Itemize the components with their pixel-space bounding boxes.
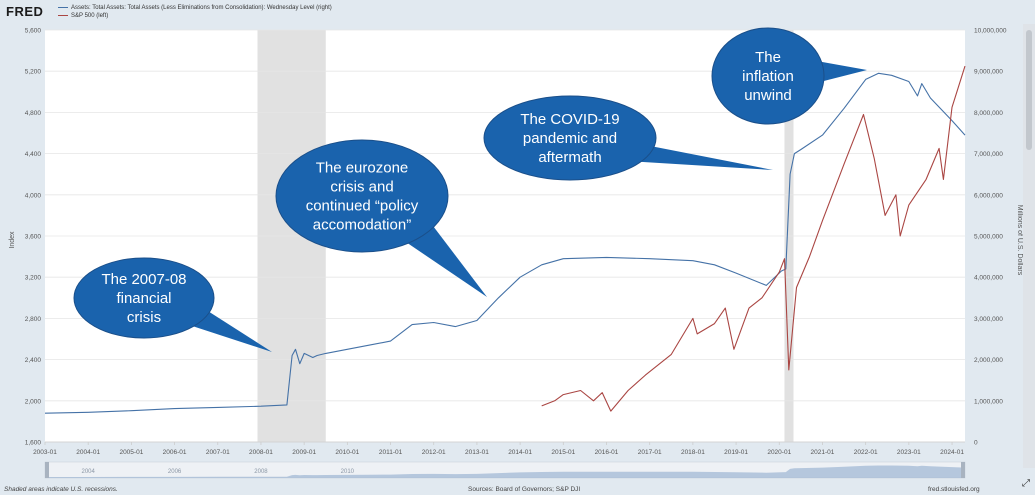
navigator-tick-label: 2010 [341,469,355,475]
x-tick-label: 2023-01 [897,449,921,456]
x-tick-label: 2014-01 [508,449,532,456]
bubble-1 [276,140,448,252]
annotation-line: The eurozone [316,160,409,177]
annotation-line: pandemic and [523,130,617,147]
annotation-line: accomodation” [313,217,411,234]
left-tick-label: 3,200 [25,275,42,282]
x-tick-label: 2008-01 [249,449,273,456]
expand-arrows-icon[interactable]: ⤢ [1022,478,1030,489]
range-navigator[interactable]: 2004 2006 2008 2010 [45,462,965,478]
x-tick-label: 2009-01 [292,449,316,456]
x-tick-label: 2015-01 [551,449,575,456]
right-tick-label: 0 [974,440,978,447]
left-axis-title: Index [9,231,16,249]
x-tick-label: 2018-01 [681,449,705,456]
annotation-line: The COVID-19 [520,111,619,128]
x-tick-label: 2024-01 [940,449,964,456]
right-tick-label: 7,000,000 [974,151,1003,158]
x-tick-label: 2021-01 [811,449,835,456]
x-tick-label: 2007-01 [206,449,230,456]
annotation-line: financial [116,290,171,307]
x-axis-ticks: 2003-01 2004-01 2005-01 2006-01 2007-01 2008-… [33,442,965,456]
footer-sources: Sources: Board of Governors; S&P DJI [468,486,580,493]
x-tick-label: 2017-01 [638,449,662,456]
right-tick-label: 4,000,000 [974,275,1003,282]
x-tick-label: 2020-01 [767,449,791,456]
x-tick-label: 2005-01 [119,449,143,456]
left-tick-label: 2,000 [25,398,42,405]
footer-site[interactable]: fred.stlouisfed.org [928,486,980,493]
right-tick-label: 10,000,000 [974,28,1007,35]
right-tick-label: 1,000,000 [974,398,1003,405]
annotation-line: crisis and [330,179,393,196]
right-tick-label: 3,000,000 [974,316,1003,323]
annotation-line: The [755,49,781,66]
left-tick-label: 1,600 [25,440,42,447]
footer-recession-note: Shaded areas indicate U.S. recessions. [4,486,118,493]
left-tick-label: 2,400 [25,357,42,364]
right-tick-label: 6,000,000 [974,192,1003,199]
x-tick-label: 2016-01 [595,449,619,456]
x-tick-label: 2013-01 [465,449,489,456]
annotation-line: inflation [742,68,794,85]
navigator-tick-label: 2006 [168,469,182,475]
navigator-handle-left [45,462,49,478]
left-tick-label: 4,400 [25,151,42,158]
annotation-line: crisis [127,309,161,326]
x-tick-label: 2019-01 [724,449,748,456]
left-tick-label: 4,000 [25,192,42,199]
left-tick-label: 3,600 [25,234,42,241]
x-tick-label: 2004-01 [76,449,100,456]
right-tick-label: 9,000,000 [974,69,1003,76]
right-tick-label: 5,000,000 [974,234,1003,241]
x-tick-label: 2006-01 [163,449,187,456]
right-tick-label: 8,000,000 [974,110,1003,117]
annotation-line: The 2007-08 [101,271,186,288]
scrollbar-thumb[interactable] [1026,30,1032,150]
right-axis-title: Millions of U.S. Dollars [1016,205,1023,276]
x-tick-label: 2010-01 [335,449,359,456]
x-tick-label: 2011-01 [379,449,403,456]
left-tick-label: 5,600 [25,28,42,35]
navigator-handle-right [961,462,965,478]
left-tick-label: 4,800 [25,110,42,117]
x-tick-label: 2022-01 [854,449,878,456]
navigator-tick-label: 2004 [82,469,96,475]
left-axis-ticks: 1,600 2,000 2,400 2,800 3,200 3,600 4,000 4,400… [25,28,42,447]
annotation-line: unwind [744,87,792,104]
annotation-line: aftermath [538,149,601,166]
right-axis-ticks: 0 1,000,000 2,000,000 3,000,000 4,000,000 5,0… [974,28,1007,447]
left-tick-label: 5,200 [25,69,42,76]
x-tick-label: 2003-01 [33,449,57,456]
left-tick-label: 2,800 [25,316,42,323]
right-tick-label: 2,000,000 [974,357,1003,364]
x-tick-label: 2012-01 [422,449,446,456]
annotation-line: continued “policy [306,198,419,215]
navigator-tick-label: 2008 [254,469,268,475]
